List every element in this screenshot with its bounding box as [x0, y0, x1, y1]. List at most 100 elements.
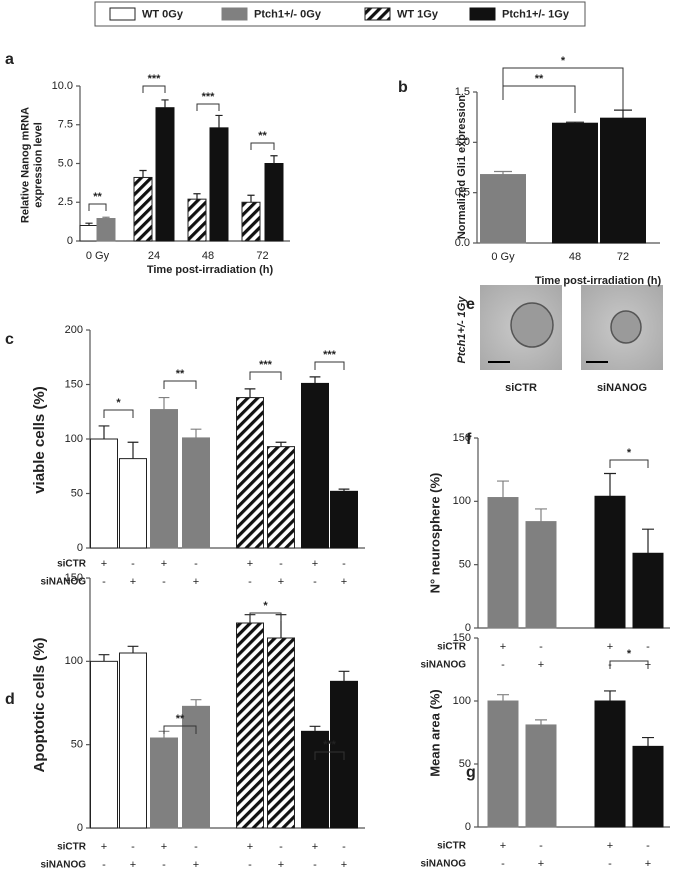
y-tick-label: 1.0	[455, 136, 470, 148]
y-tick-label: 0	[465, 622, 471, 634]
significance-bracket	[103, 409, 134, 418]
image-label: siCTR	[505, 382, 537, 394]
error-bar	[309, 376, 321, 384]
row-mark: +	[278, 859, 284, 871]
significance-label: *	[627, 648, 632, 660]
significance-bracket	[314, 751, 345, 760]
error-bar	[275, 441, 287, 447]
row-mark: -	[313, 576, 317, 588]
y-tick-label: 100	[453, 495, 471, 507]
significance-label: *	[627, 447, 632, 459]
error-bar	[535, 508, 547, 522]
side-label: Ptch1+/- 1Gy	[456, 296, 468, 364]
y-tick-label: 200	[65, 324, 83, 336]
y-tick-label: 50	[71, 739, 83, 751]
y-axis-label: viable cells (%)	[31, 386, 48, 494]
significance-label: ***	[148, 73, 162, 85]
error-bar	[193, 193, 201, 200]
bar	[301, 382, 329, 549]
bar	[236, 622, 264, 829]
y-tick-label: 0.0	[455, 237, 470, 249]
error-bar	[161, 99, 169, 108]
y-tick-label: 1.5	[455, 86, 470, 98]
row-mark: -	[342, 558, 346, 570]
significance-bracket	[196, 103, 220, 111]
bar	[552, 122, 598, 244]
bar	[119, 458, 147, 549]
y-tick-label: 100	[65, 433, 83, 445]
row-mark: -	[279, 841, 283, 853]
panel-label: f	[466, 431, 472, 448]
row-mark: +	[130, 859, 136, 871]
bar	[480, 174, 526, 244]
error-bar	[158, 396, 170, 410]
y-tick-label: 150	[65, 378, 83, 390]
row-mark: +	[161, 558, 167, 570]
significance-label: **	[258, 130, 267, 142]
significance-bracket	[88, 203, 107, 211]
y-tick-label: 0	[77, 542, 83, 554]
y-tick-label: 0	[77, 822, 83, 834]
x-axis-label: Time post-irradiation (h)	[147, 264, 274, 276]
bar	[487, 497, 519, 629]
micrographs: e Ptch1+/- 1Gy siCTR siNANOG	[456, 285, 663, 394]
error-bar	[642, 736, 654, 747]
x-tick-label: 72	[256, 250, 268, 262]
significance-label: **	[535, 73, 544, 85]
bar	[632, 745, 664, 828]
x-tick-label: 48	[569, 251, 581, 263]
legend-box	[94, 1, 586, 27]
significance-label: ***	[323, 349, 337, 361]
y-tick-label: 0	[67, 235, 73, 247]
significance-bracket	[314, 361, 345, 370]
legend-swatch	[469, 7, 496, 21]
row-mark: +	[247, 841, 253, 853]
error-bar	[338, 488, 350, 492]
error-bar	[127, 441, 139, 459]
row-mark: -	[248, 859, 252, 871]
error-bar	[244, 388, 256, 398]
row-mark: -	[131, 558, 135, 570]
row-mark: -	[501, 858, 505, 870]
y-tick-label: 150	[453, 432, 471, 444]
error-bar	[494, 170, 512, 175]
panel-label: d	[5, 691, 15, 708]
row-mark: -	[162, 576, 166, 588]
bar	[187, 198, 207, 242]
bar	[487, 700, 519, 828]
x-tick-label: 72	[617, 251, 629, 263]
row-mark: +	[607, 641, 613, 653]
bar	[96, 218, 116, 242]
bar	[79, 225, 99, 242]
y-axis-label: expression level	[32, 122, 44, 208]
bar	[182, 705, 210, 829]
x-tick-label: 0 Gy	[86, 250, 110, 262]
row-mark: +	[341, 576, 347, 588]
y-tick-label: 10.0	[52, 80, 73, 92]
bar	[155, 107, 175, 242]
row-mark: +	[538, 858, 544, 870]
bar	[150, 409, 178, 549]
y-tick-label: 100	[453, 695, 471, 707]
y-tick-label: 5.0	[58, 157, 73, 169]
y-axis-label: Normalized Gli1 expression	[456, 95, 468, 240]
row-mark: +	[193, 576, 199, 588]
bar	[594, 495, 626, 629]
significance-bracket	[249, 371, 282, 380]
row-mark: +	[130, 576, 136, 588]
row-mark: -	[608, 858, 612, 870]
image-label: siNANOG	[597, 382, 647, 394]
significance-label: ***	[259, 359, 273, 371]
bar	[209, 127, 229, 242]
x-tick-label: 0 Gy	[491, 251, 515, 263]
error-bar	[127, 645, 139, 653]
row-mark: -	[248, 576, 252, 588]
row-mark: +	[312, 558, 318, 570]
row-mark: -	[194, 558, 198, 570]
significance-bracket	[609, 660, 649, 669]
row-label: siCTR	[437, 841, 467, 852]
row-mark: -	[342, 841, 346, 853]
y-tick-label: 7.5	[58, 119, 73, 131]
bar	[236, 397, 264, 549]
bar	[525, 724, 557, 828]
